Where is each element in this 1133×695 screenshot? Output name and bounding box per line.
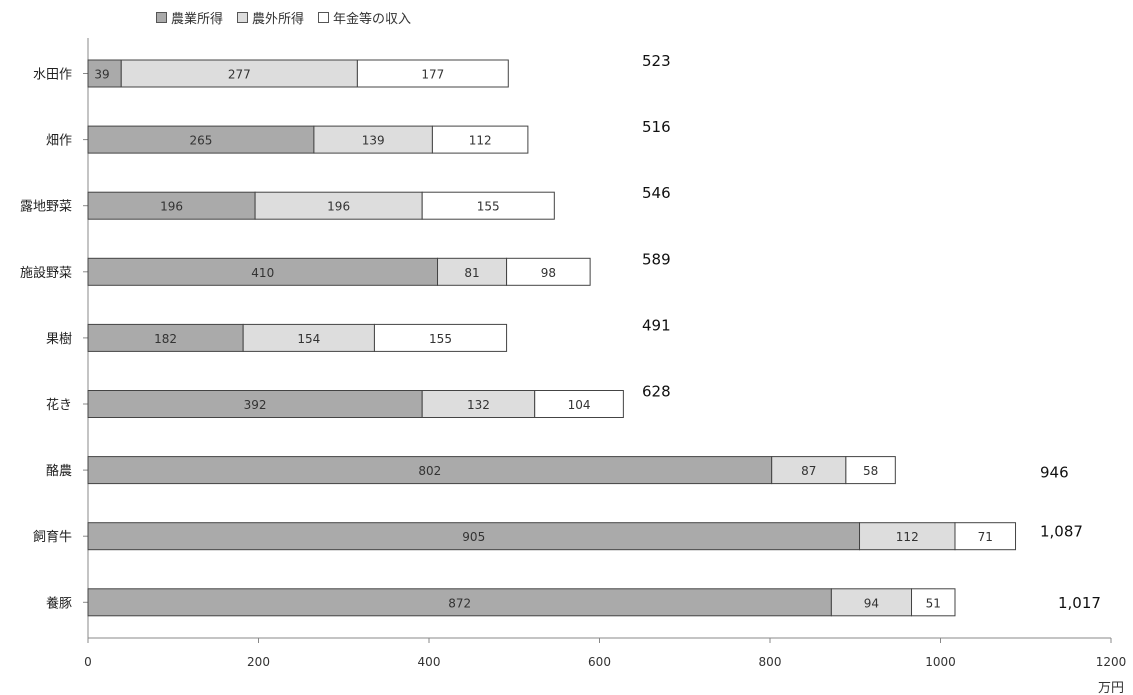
bar-segment xyxy=(373,323,508,352)
bar-value-label: 155 xyxy=(429,332,452,346)
bar-value-label: 94 xyxy=(864,596,879,610)
bar-value-label: 802 xyxy=(418,464,441,478)
x-tick-label: 400 xyxy=(418,655,441,669)
bar-value-label: 277 xyxy=(228,68,251,82)
category-label: 水田作 xyxy=(33,68,72,83)
bar-segment xyxy=(242,323,375,352)
bar-segment xyxy=(87,191,256,220)
bar-value-label: 410 xyxy=(251,266,274,280)
bar-value-label: 71 xyxy=(978,530,993,544)
total-label: 589 xyxy=(642,250,671,268)
x-tick-label: 800 xyxy=(759,655,782,669)
category-label: 酪農 xyxy=(46,463,72,479)
x-tick-label: 200 xyxy=(247,655,270,669)
bar-segment xyxy=(830,588,913,617)
bar-segment xyxy=(313,125,433,154)
total-label: 516 xyxy=(642,118,671,136)
bar-value-label: 905 xyxy=(462,530,485,544)
total-label: 1,017 xyxy=(1058,594,1101,612)
bar-segment xyxy=(87,257,439,286)
bar-segment xyxy=(506,257,591,286)
total-label: 628 xyxy=(642,383,671,401)
bar-segment xyxy=(87,125,315,154)
bar-value-label: 39 xyxy=(94,68,109,82)
bar-value-label: 196 xyxy=(160,200,183,214)
bar-segment xyxy=(87,522,861,551)
bar-segment xyxy=(911,588,956,617)
bar-segment xyxy=(87,59,122,88)
legend-item-series-2: 年金等の収入 xyxy=(318,8,411,27)
category-label: 花き xyxy=(46,397,72,413)
bar-value-label: 98 xyxy=(541,266,556,280)
bar-value-label: 104 xyxy=(568,398,591,412)
bar-segment xyxy=(534,390,624,418)
x-tick-label: 1200 xyxy=(1096,655,1127,669)
bar-segment xyxy=(356,59,509,88)
total-label: 546 xyxy=(642,184,671,202)
legend-label-2: 年金等の収入 xyxy=(333,12,412,27)
total-label: 1,087 xyxy=(1040,523,1083,541)
category-label: 畑作 xyxy=(46,134,72,149)
x-tick-label: 0 xyxy=(84,655,92,669)
bar-segment xyxy=(859,522,956,551)
category-label: 露地野菜 xyxy=(20,200,72,215)
bar-value-label: 139 xyxy=(362,134,385,148)
category-label: 果樹 xyxy=(46,332,72,347)
bar-segment xyxy=(421,191,555,220)
category-label: 施設野菜 xyxy=(20,265,72,281)
total-label: 523 xyxy=(642,52,671,70)
bar-value-label: 182 xyxy=(154,332,177,346)
bar-value-label: 155 xyxy=(477,200,500,214)
legend-swatch-0 xyxy=(156,12,167,23)
legend-item-series-0: 農業所得 xyxy=(156,8,223,27)
total-label: 491 xyxy=(642,316,671,334)
bar-value-label: 58 xyxy=(863,464,878,478)
bar-value-label: 154 xyxy=(297,332,320,346)
bar-value-label: 112 xyxy=(896,530,919,544)
bar-value-label: 132 xyxy=(467,398,490,412)
x-unit-label: 万円 xyxy=(1098,681,1124,695)
bar-segment xyxy=(437,257,508,286)
bar-segment xyxy=(845,456,896,485)
bar-value-label: 177 xyxy=(421,68,444,82)
x-tick-label: 1000 xyxy=(925,655,956,669)
bar-value-label: 392 xyxy=(244,398,267,412)
bar-segment xyxy=(254,191,423,220)
category-label: 養豚 xyxy=(46,595,72,611)
bar-segment xyxy=(87,588,832,617)
legend-item-series-1: 農外所得 xyxy=(237,8,304,27)
category-label: 飼育牛 xyxy=(33,529,72,545)
legend-swatch-1 xyxy=(237,12,249,23)
bar-segment xyxy=(421,390,536,418)
legend-label-1: 農外所得 xyxy=(252,12,305,27)
bar-segment xyxy=(120,59,358,88)
bar-value-label: 112 xyxy=(469,134,492,148)
bar-segment xyxy=(87,456,773,485)
legend-label-0: 農業所得 xyxy=(171,12,224,27)
bar-segment xyxy=(954,522,1017,551)
bar-value-label: 265 xyxy=(190,134,213,148)
legend: 農業所得 農外所得 年金等の収入 xyxy=(156,8,411,27)
bar-segment xyxy=(431,125,529,154)
legend-swatch-2 xyxy=(318,12,330,23)
bar-value-label: 51 xyxy=(926,596,941,610)
bar-value-label: 872 xyxy=(448,596,471,610)
x-tick-label: 600 xyxy=(588,655,611,669)
bar-value-label: 81 xyxy=(464,266,479,280)
total-label: 946 xyxy=(1040,464,1069,482)
bar-value-label: 87 xyxy=(801,464,816,478)
bar-segment xyxy=(87,323,244,352)
bar-value-label: 196 xyxy=(327,200,350,214)
